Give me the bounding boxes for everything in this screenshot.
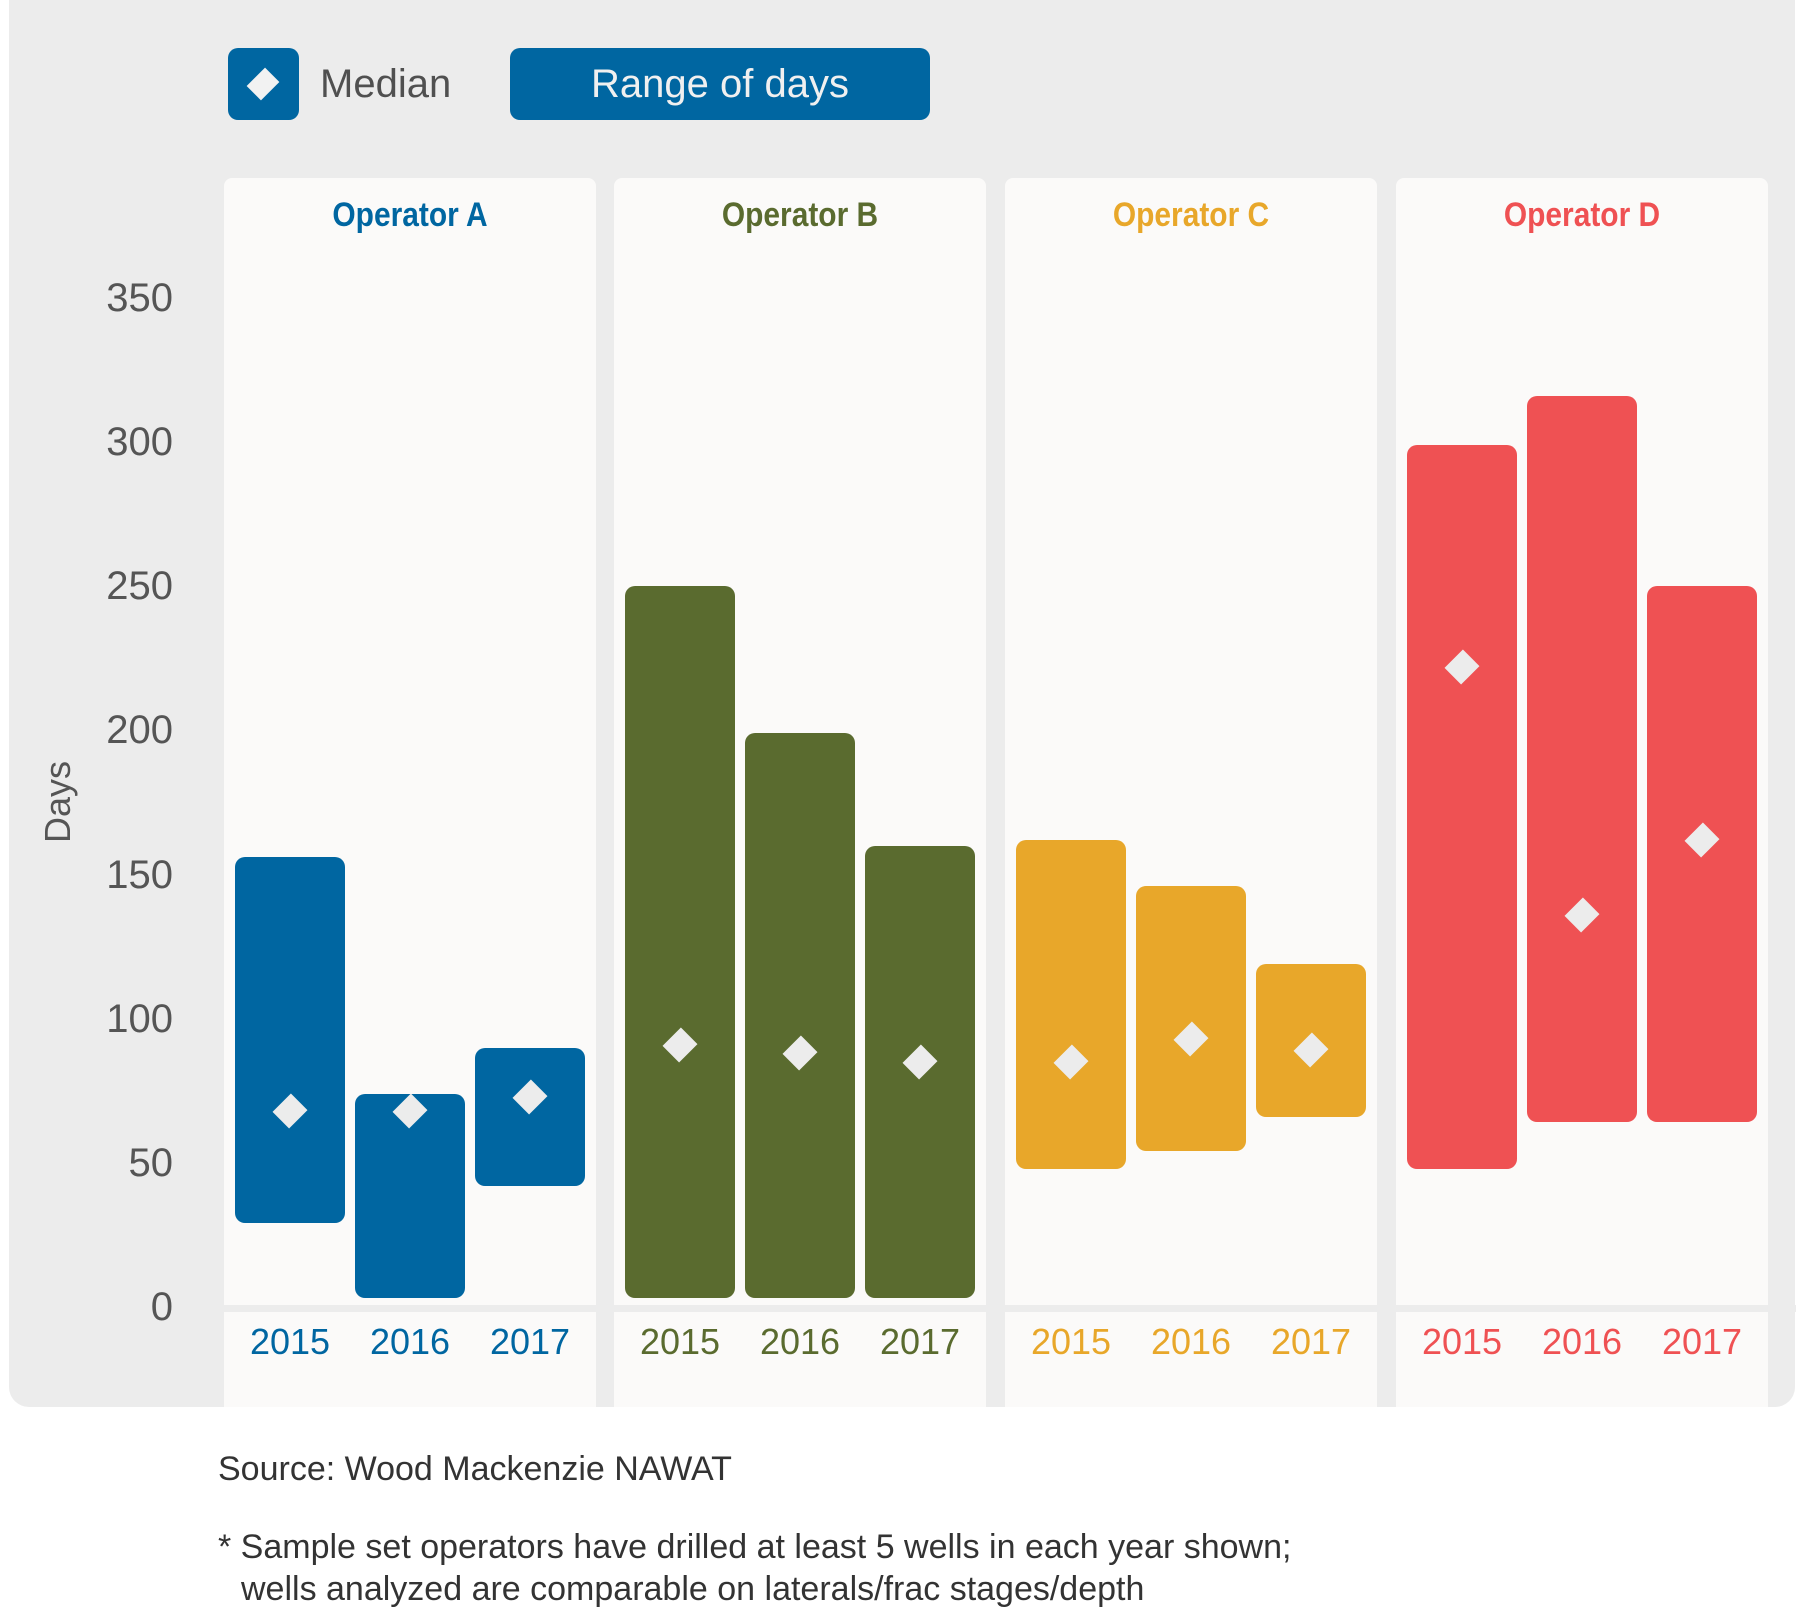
footnote-line-2: wells analyzed are comparable on lateral… [241,1570,1145,1608]
range-bar [625,586,735,1299]
diamond-icon [246,67,280,101]
axis-separator [1005,1305,1377,1312]
axis-separator [614,1305,986,1312]
y-tick-label: 250 [106,564,173,609]
x-tick-label: 2015 [249,1321,331,1362]
y-tick-label: 50 [128,1140,174,1185]
x-tick-label: 2015 [1421,1321,1503,1362]
axis-separator [1396,1305,1796,1312]
y-tick-label: 350 [106,276,173,320]
footnote-line-1: * Sample set operators have drilled at l… [218,1528,1292,1566]
legend-median-swatch [228,48,299,120]
operator-panel [1005,178,1377,1407]
y-tick-label: 300 [106,420,173,465]
x-tick-label: 2016 [1150,1321,1232,1362]
operator-title: Operator C [1112,196,1270,234]
x-tick-label: 2015 [1030,1321,1112,1362]
x-tick-label: 2017 [489,1321,571,1362]
x-tick-label: 2016 [369,1321,451,1362]
range-bar [355,1093,465,1299]
y-tick-label: 100 [106,996,173,1041]
x-tick-label: 2016 [759,1321,841,1362]
operator-title: Operator B [721,196,879,234]
range-bar [475,1047,585,1186]
legend-range-swatch: Range of days [510,48,930,120]
legend-median-label: Median [320,62,452,106]
operator-title: Operator A [332,196,488,234]
axis-separator [224,1305,596,1312]
x-tick-label: 2017 [1661,1321,1743,1362]
range-bar [1016,839,1126,1169]
range-bar [1407,445,1517,1169]
source-note: Source: Wood Mackenzie NAWAT [218,1450,732,1488]
x-tick-label: 2015 [639,1321,721,1362]
y-tick-label: 0 [150,1285,173,1329]
operator-title: Operator D [1503,196,1661,234]
range-bar [1136,886,1246,1152]
range-bar [235,857,345,1224]
y-tick-label: 200 [106,708,173,753]
x-tick-label: 2017 [1270,1321,1352,1362]
y-axis-label: Days [37,760,78,844]
range-bar [745,733,855,1299]
y-tick-label: 150 [106,852,173,897]
x-tick-label: 2017 [879,1321,961,1362]
x-tick-label: 2016 [1541,1321,1623,1362]
range-bar [1527,396,1637,1123]
